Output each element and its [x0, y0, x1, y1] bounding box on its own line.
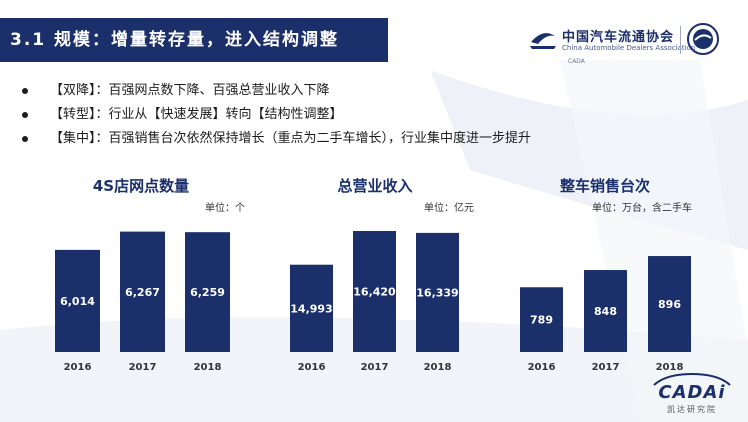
bar-value-label: 14,993	[290, 302, 332, 315]
bullet-item: 【双降】：百强网点数下降、百强总营业收入下降	[22, 79, 531, 103]
page-title: 3.1 规模：增量转存量，进入结构调整	[10, 30, 340, 50]
bar-value-label: 789	[530, 314, 553, 327]
seal-emblem-icon	[687, 23, 719, 55]
bar-value-label: 896	[658, 298, 681, 311]
x-tick-label: 2016	[298, 362, 326, 373]
bullet-item: 【转型】：行业从【快速发展】转向【结构性调整】	[22, 103, 531, 127]
bullet-dot-icon	[22, 135, 28, 142]
bullet-item: 【集中】：百强销售台次依然保持增长（重点为二手车增长），行业集中度进一步提升	[22, 127, 531, 151]
bar-value-label: 16,420	[353, 285, 396, 298]
x-tick-label: 2016	[64, 362, 92, 373]
x-tick-label: 2018	[656, 362, 684, 373]
bullet-dot-icon	[22, 111, 28, 118]
cada-emblem-icon	[530, 33, 556, 49]
bar-value-label: 6,267	[125, 286, 160, 299]
bullet-text: 【双降】：百强网点数下降、百强总营业收入下降	[50, 83, 330, 98]
x-tick-label: 2016	[528, 362, 556, 373]
x-tick-label: 2017	[592, 362, 620, 373]
bar-value-label: 6,259	[190, 286, 225, 299]
chart-title: 4S店网点数量	[93, 177, 189, 195]
x-tick-label: 2018	[194, 362, 222, 373]
chart-unit: 单位：个	[205, 201, 245, 214]
chart-title: 整车销售台次	[560, 177, 650, 195]
bar-value-label: 6,014	[60, 295, 95, 308]
bullet-dot-icon	[22, 87, 28, 94]
logo-chinese-name: 中国汽车流通协会	[562, 30, 675, 45]
bullet-list: 【双降】：百强网点数下降、百强总营业收入下降 【转型】：行业从【快速发展】转向【…	[22, 79, 531, 151]
bar-value-label: 16,339	[416, 286, 458, 299]
logo-english-name: China Automobile Dealers Association	[562, 44, 696, 52]
chart-unit: 单位：万台，含二手车	[592, 201, 692, 214]
title-bar: 3.1 规模：增量转存量，进入结构调整	[0, 18, 388, 62]
x-tick-label: 2018	[424, 362, 452, 373]
bar-value-label: 848	[594, 305, 617, 318]
bullet-text: 【转型】：行业从【快速发展】转向【结构性调整】	[50, 107, 343, 122]
x-tick-label: 2017	[129, 362, 157, 373]
x-tick-label: 2017	[361, 362, 389, 373]
logo-divider	[680, 26, 681, 54]
chart-title: 总营业收入	[337, 177, 412, 195]
bullet-text: 【集中】：百强销售台次依然保持增长（重点为二手车增长），行业集中度进一步提升	[50, 131, 532, 146]
chart-unit: 单位：亿元	[424, 201, 474, 214]
